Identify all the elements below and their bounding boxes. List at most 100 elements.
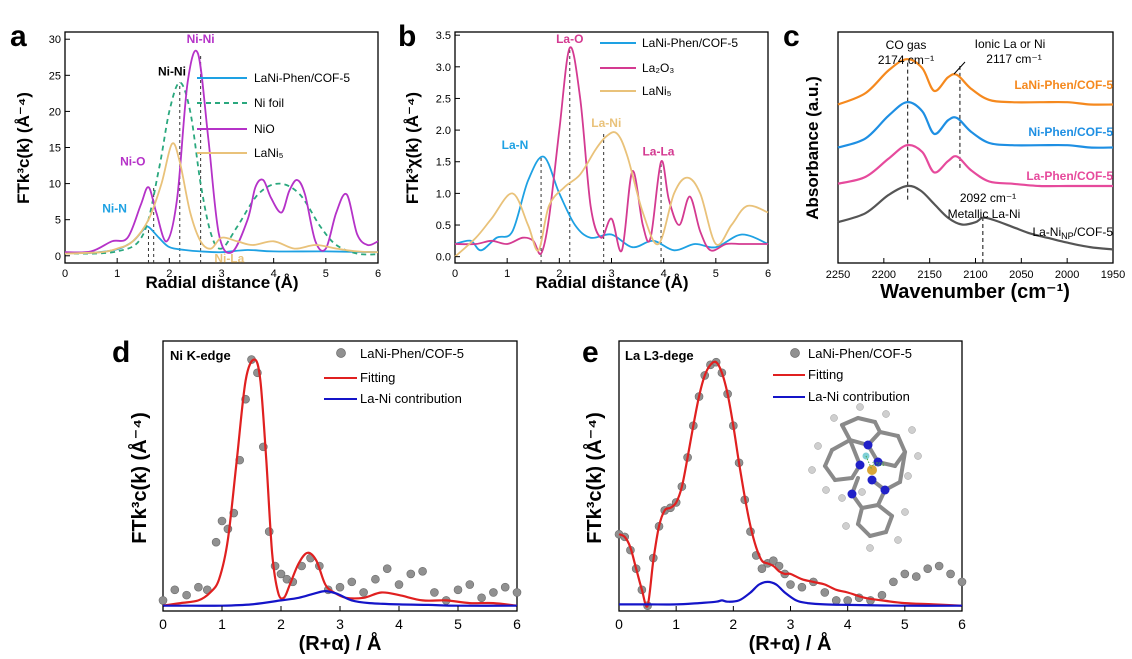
data-point-e-42: [924, 565, 932, 573]
x-tick-label-b-6: 6: [765, 268, 771, 280]
x-tick-label-d-1: 1: [218, 616, 226, 632]
y-axis-label-d: FTk³c(k) (Å⁻⁴): [127, 412, 151, 544]
x-tick-label-d-6: 6: [513, 616, 521, 632]
data-point-d-2: [183, 591, 191, 599]
x-tick-label-e-3: 3: [787, 616, 795, 632]
x-tick-label-e-4: 4: [844, 616, 852, 632]
series-line-e-1: [619, 362, 962, 607]
data-point-d-38: [513, 588, 521, 596]
panel-d: d 0 1 2 3 4 5 6 (R+α) / Å FTk³c(k) (Å⁻⁴) Ni K-…: [112, 336, 521, 655]
ticks-d: 0 1 2 3 4 5 6: [159, 606, 521, 632]
annotation-b-3: La-La: [642, 144, 674, 158]
y-tick-label-b-6: 3.0: [436, 62, 451, 74]
annotation-a-4: Ni-La: [214, 251, 244, 265]
x-tick-label-c-4: 2050: [1009, 269, 1033, 281]
x-tick-label-d-2: 2: [277, 616, 285, 632]
data-point-d-35: [478, 594, 486, 602]
y-tick-label-b-5: 2.5: [436, 93, 451, 105]
annotation-b-2: La-Ni: [591, 116, 621, 130]
legend-b: LaNi-Phen/COF-5 La₂O₃ LaNi₅: [600, 36, 738, 98]
y-tick-label-a-2: 10: [49, 179, 61, 191]
data-point-d-26: [371, 575, 379, 583]
panel-letter-b: b: [398, 20, 416, 53]
panel-e: e 0123456 (R+α) / Å FTk³c(k) (Å⁻⁴) La L3…: [582, 336, 966, 655]
annotations-c: CO gas 2174 cm⁻¹ Ionic La or Ni 2117 cm⁻…: [878, 37, 1114, 241]
y-axis-label-c: Absorbance (a.u.): [803, 76, 822, 220]
x-tick-label-d-0: 0: [159, 616, 167, 632]
panel-b: b 0 1 2 3 4 5 6 0.0 0.5 1.0 1.5 2.0 2.5 3.0 3.5 Radial…: [398, 20, 771, 292]
y-tick-label-b-1: 0.5: [436, 220, 451, 232]
series-layer-d: [159, 356, 521, 606]
data-point-e-38: [878, 591, 886, 599]
ticks-c: 2250 2200 2150 2100 2050 2000 1950: [826, 258, 1125, 281]
legend-a: LaNi-Phen/COF-5 Ni foil NiO LaNi₅: [197, 71, 350, 160]
legend-label-a-0: LaNi-Phen/COF-5: [254, 71, 350, 85]
data-point-d-24: [348, 578, 356, 586]
data-point-d-34: [466, 581, 474, 589]
data-point-e-45: [958, 578, 966, 586]
x-tick-label-e-1: 1: [672, 616, 680, 632]
panel-title-e: La L3-dege: [625, 348, 694, 363]
legend-label-a-1: Ni foil: [254, 96, 284, 110]
annotation-c-2092: 2092 cm⁻¹: [960, 191, 1016, 205]
series-line-a-3: [65, 143, 378, 253]
data-point-e-39: [889, 578, 897, 586]
x-axis-label-e: (R+α) / Å: [749, 631, 832, 655]
y-tick-label-a-5: 25: [49, 70, 61, 82]
y-tick-label-b-0: 0.0: [436, 252, 451, 264]
annotation-c-co-gas: CO gas: [886, 38, 927, 52]
curve-label-c-3-tail: /COF-5: [1074, 225, 1114, 239]
data-point-e-44: [947, 570, 955, 578]
legend-label-d-2: La-Ni contribution: [360, 391, 462, 406]
data-point-d-6: [218, 517, 226, 525]
plot-frame-d: [163, 341, 517, 611]
data-point-d-37: [501, 583, 509, 591]
x-tick-label-c-3: 2100: [963, 269, 987, 281]
data-point-d-36: [489, 588, 497, 596]
x-tick-label-c-1: 2200: [872, 269, 896, 281]
annotation-c-ionic: Ionic La or Ni: [975, 37, 1046, 51]
data-point-d-23: [336, 583, 344, 591]
x-tick-label-b-5: 5: [713, 268, 719, 280]
x-tick-label-c-2: 2150: [917, 269, 941, 281]
x-tick-label-b-1: 1: [504, 268, 510, 280]
data-point-e-33: [821, 588, 829, 596]
data-point-e-43: [935, 562, 943, 570]
ticks-e: 0 1 2 3 4 5 6: [615, 606, 966, 632]
x-tick-label-a-6: 6: [375, 268, 381, 280]
curve-label-c-3-sub: NP: [1061, 231, 1074, 241]
x-axis-label-b: Radial distance (Å): [535, 273, 688, 292]
data-point-d-29: [407, 570, 415, 578]
y-tick-label-b-4: 2.0: [436, 125, 451, 137]
legend-label-e-1: Fitting: [808, 367, 843, 382]
annotation-c-2174: 2174 cm⁻¹: [878, 53, 934, 67]
data-point-e-34: [832, 596, 840, 604]
series-line-d-1: [163, 360, 517, 606]
curve-label-c-2: La-Phen/COF-5: [1026, 169, 1113, 183]
x-tick-label-b-0: 0: [452, 268, 458, 280]
annotations-a: Ni-Ni Ni-Ni Ni-O Ni-N Ni-La: [102, 32, 244, 265]
panel-title-d: Ni K-edge: [170, 348, 231, 363]
x-axis-label-d: (R+α) / Å: [299, 631, 382, 655]
x-tick-label-c-0: 2250: [826, 269, 850, 281]
data-point-d-27: [383, 565, 391, 573]
y-tick-label-a-1: 5: [55, 215, 61, 227]
series-layer-e: [615, 358, 966, 610]
panel-c: c 2250 2200 2150 2100 2050 2000 1950 Wavenumbe…: [783, 20, 1125, 303]
x-axis-label-a: Radial distance (Å): [145, 273, 298, 292]
annotation-a-0: Ni-Ni: [187, 32, 215, 46]
curve-label-c-3-main: La-Ni: [1032, 225, 1061, 239]
data-point-d-30: [419, 567, 427, 575]
annotation-b-0: La-O: [556, 32, 583, 46]
annotation-c-metallic: Metallic La-Ni: [948, 207, 1021, 221]
x-axis-label-c: Wavenumber (cm⁻¹): [880, 281, 1070, 303]
bond-length-label: 2.501: [872, 462, 885, 468]
legend-label-d-1: Fitting: [360, 370, 395, 385]
data-point-e-40: [901, 570, 909, 578]
y-tick-label-a-6: 30: [49, 34, 61, 46]
annotation-a-3: Ni-N: [102, 201, 127, 215]
data-point-d-28: [395, 581, 403, 589]
data-point-e-31: [798, 583, 806, 591]
vlines-a: [148, 54, 200, 263]
data-point-d-33: [454, 586, 462, 594]
